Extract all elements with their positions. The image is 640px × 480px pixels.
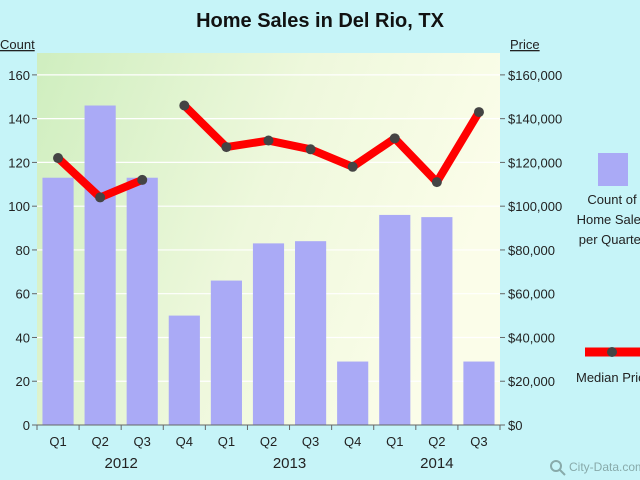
price-point	[305, 144, 316, 155]
watermark-text: City-Data.com	[569, 460, 640, 474]
right-tick-label: $120,000	[508, 155, 562, 170]
bar	[126, 177, 158, 425]
category-label: Q2	[91, 434, 108, 449]
price-point	[263, 135, 274, 146]
bar	[84, 105, 116, 426]
right-tick-label: $80,000	[508, 243, 555, 258]
bar	[379, 214, 411, 425]
price-point	[53, 153, 64, 164]
bar	[168, 315, 200, 425]
price-point	[221, 142, 232, 153]
price-point	[431, 177, 442, 188]
category-label: Q4	[344, 434, 361, 449]
left-tick-label: 20	[16, 374, 30, 389]
right-axis: $0 $20,000 $40,000 $60,000 $80,000 $100,000 $1…	[500, 68, 562, 433]
price-point	[179, 100, 190, 111]
left-tick-label: 60	[16, 287, 30, 302]
price-point	[137, 174, 148, 185]
category-label: Q2	[428, 434, 445, 449]
price-point	[389, 133, 400, 144]
price-point	[473, 107, 484, 118]
left-axis: 0 20 40 60 80 100 120 140 160	[8, 68, 37, 433]
category-label: Q3	[302, 434, 319, 449]
legend-line-marker	[607, 347, 617, 357]
price-point	[95, 192, 106, 203]
right-tick-label: $40,000	[508, 330, 555, 345]
category-label: Q3	[134, 434, 151, 449]
right-tick-label: $20,000	[508, 374, 555, 389]
legend-bar-label-1: Count of	[587, 192, 637, 207]
left-tick-label: 160	[8, 68, 30, 83]
category-label: Q2	[260, 434, 277, 449]
right-tick-label: $0	[508, 418, 522, 433]
category-label: Q1	[218, 434, 235, 449]
category-label: Q4	[176, 434, 193, 449]
left-axis-label: Count	[0, 37, 35, 52]
watermark: City-Data.com	[550, 460, 640, 476]
search-icon	[550, 460, 562, 472]
median-price-line	[53, 100, 484, 203]
left-tick-label: 80	[16, 243, 30, 258]
legend-bar-label-2: Home Sales	[577, 212, 640, 227]
right-tick-label: $60,000	[508, 287, 555, 302]
year-label: 2013	[273, 455, 306, 472]
left-tick-label: 100	[8, 199, 30, 214]
bar	[421, 217, 453, 425]
bar	[295, 241, 327, 425]
year-label: 2014	[420, 455, 453, 472]
category-label: Q1	[386, 434, 403, 449]
legend-bar-label-3: per Quarter	[579, 232, 640, 247]
right-tick-label: $160,000	[508, 68, 562, 83]
left-tick-label: 0	[23, 418, 30, 433]
bar	[42, 177, 74, 425]
chart-title: Home Sales in Del Rio, TX	[196, 10, 445, 32]
right-tick-label: $140,000	[508, 112, 562, 127]
bar	[210, 280, 242, 425]
right-tick-label: $100,000	[508, 199, 562, 214]
search-icon-handle	[559, 469, 566, 476]
category-label: Q1	[49, 434, 66, 449]
bar	[252, 243, 285, 425]
category-label: Q3	[470, 434, 487, 449]
bar	[463, 361, 495, 425]
left-tick-label: 120	[8, 155, 30, 170]
year-labels: 2012 2013 2014	[104, 455, 453, 472]
price-line-segment	[180, 101, 483, 187]
category-axis: Q1 Q2 Q3 Q4 Q1 Q2 Q3 Q4 Q1 Q2 Q3	[36, 425, 501, 449]
legend-bar-swatch	[598, 153, 628, 186]
legend-line-label: Median Price	[576, 370, 640, 385]
right-axis-label: Price	[510, 37, 540, 52]
left-tick-label: 40	[16, 330, 30, 345]
legend: Count of Home Sales per Quarter Median P…	[576, 153, 640, 385]
bar	[337, 361, 369, 425]
left-tick-label: 140	[8, 112, 30, 127]
bars	[42, 105, 495, 426]
year-label: 2012	[104, 455, 137, 472]
price-point	[347, 161, 358, 172]
